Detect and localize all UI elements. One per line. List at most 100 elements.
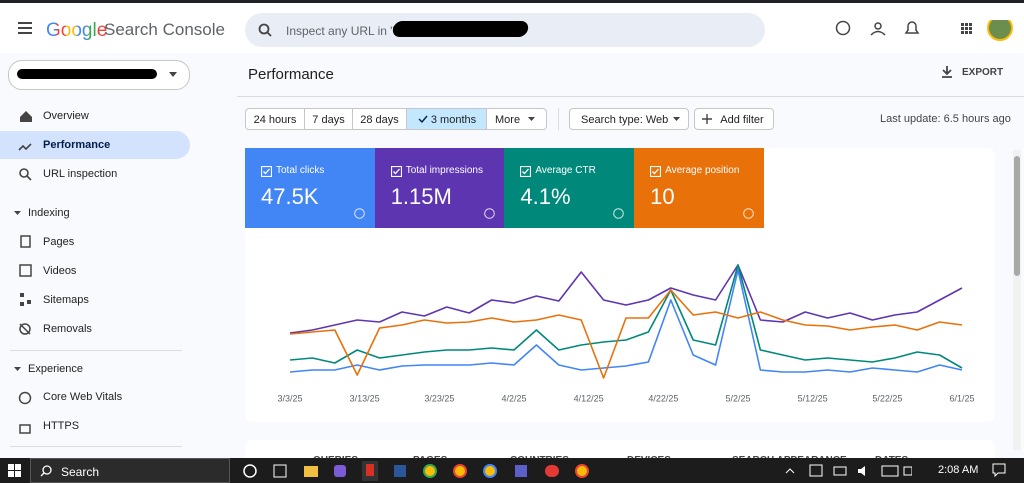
dropdown-icon [673,117,680,121]
scroll-thumb[interactable] [1014,156,1020,276]
export-button[interactable]: EXPORT [962,67,1004,78]
metric-label: Total impressions [405,165,483,176]
nav-item[interactable]: Pages [43,236,75,248]
checkbox-tick [522,168,530,175]
notifications[interactable] [992,463,1006,477]
help-circle [613,208,625,219]
avatar[interactable] [987,20,1013,41]
system-tray [785,464,912,477]
series-line [289,269,963,373]
property-selector[interactable] [8,60,190,90]
performance-chart: 3/3/25 3/13/25 3/23/25 4/2/25 4/12/25 4/22/25… [277,264,975,403]
dropdown-icon [528,117,535,121]
checkbox-box [650,166,662,177]
metric-card[interactable]: Average CTR 4.1% [504,148,635,228]
checkbox-box [261,166,272,177]
metric-card[interactable]: Total clicks 47.5K [245,148,375,228]
nav-icons [18,111,32,434]
checkbox-tick [263,168,270,175]
window-edge [0,0,1024,3]
notifications-icon[interactable] [904,21,920,34]
x-tick-label: 3/3/25 [277,393,302,403]
add-filter-button[interactable]: Add filter [694,108,774,130]
range-more[interactable]: More [486,108,547,130]
nav-item[interactable]: Sitemaps [43,294,89,306]
nav-item[interactable]: URL inspection [43,168,118,180]
series-line [289,264,963,369]
help-icon [613,208,625,219]
series-line [289,289,963,379]
scrollbar[interactable] [1013,150,1021,450]
checkbox-tick [652,168,660,175]
clock: 2:08 AM [938,464,979,476]
series-line [289,264,963,334]
nav-item[interactable]: Performance [43,139,111,151]
redaction [17,69,157,79]
taskbar-search-label: Search [61,465,100,479]
metric-card[interactable]: Total impressions 1.15M [374,148,505,228]
product-name: Search Console [104,20,225,39]
export-icon [942,66,952,78]
nav-item[interactable]: Videos [43,265,77,277]
search-icon [40,465,52,477]
search-placeholder: Inspect any URL in " [286,24,395,38]
divider [558,108,559,130]
metric-label: Average CTR [535,165,596,176]
x-tick-label: 5/12/25 [798,393,828,403]
header: Google Search Console Inspect any URL in… [0,3,1024,53]
checkbox [261,166,272,177]
nav-item[interactable]: Removals [43,323,92,335]
url-inspect-search[interactable]: Inspect any URL in " [245,13,765,47]
apps-icon[interactable] [961,23,972,34]
users-icon[interactable] [874,22,882,30]
section-carets [14,211,21,371]
help-icon [743,208,754,219]
metric-card[interactable]: Average position 10 [634,148,765,228]
active-nav-highlight [0,131,190,159]
checkbox [650,166,662,177]
help-circle [483,208,495,219]
metric-value: 10 [650,184,675,209]
range-button[interactable]: 24 hours [245,108,305,130]
range-button[interactable]: 7 days [304,108,353,130]
metric-value: 47.5K [261,184,319,209]
taskbar-search[interactable]: Search [30,458,230,483]
nav-section[interactable]: Indexing [28,207,70,219]
divider [237,96,1024,97]
checkbox-box [520,166,532,177]
help-icon [483,208,495,219]
divider [10,350,182,351]
x-tick-label: 4/12/25 [574,393,604,403]
last-update: Last update: 6.5 hours ago [880,113,1011,125]
x-tick-label: 3/13/25 [350,393,380,403]
metric-value: 1.15M [390,184,452,209]
x-tick-label: 3/23/25 [424,393,454,403]
page-title: Performance [248,66,334,83]
x-tick-label: 5/22/25 [872,393,902,403]
checkbox [520,166,532,177]
nav-section[interactable]: Experience [28,363,84,375]
taskbar-apps [243,461,589,481]
plus-icon [702,114,712,124]
help-icon [354,208,365,219]
menu-button[interactable] [18,21,34,35]
x-tick-label: 6/1/25 [949,393,974,403]
metric-label: Total clicks [276,165,325,176]
header-icons [835,20,1013,41]
nav-item[interactable]: HTTPS [43,420,80,432]
x-tick-label: 4/22/25 [648,393,678,403]
start-button[interactable] [8,464,22,478]
nav-item[interactable]: Overview [43,110,89,122]
check-icon [418,115,428,124]
x-tick-label: 4/2/25 [501,393,526,403]
divider [10,446,182,447]
metric-label: Average position [665,165,740,176]
help-icon[interactable] [835,20,851,36]
x-tick-label: 5/2/25 [725,393,750,403]
brand: Google [46,20,108,41]
dropdown-icon [169,72,177,77]
search-type-filter[interactable]: Search type: Web [569,108,689,130]
nav-item[interactable]: Core Web Vitals [43,391,123,403]
checkbox-box [390,166,402,177]
